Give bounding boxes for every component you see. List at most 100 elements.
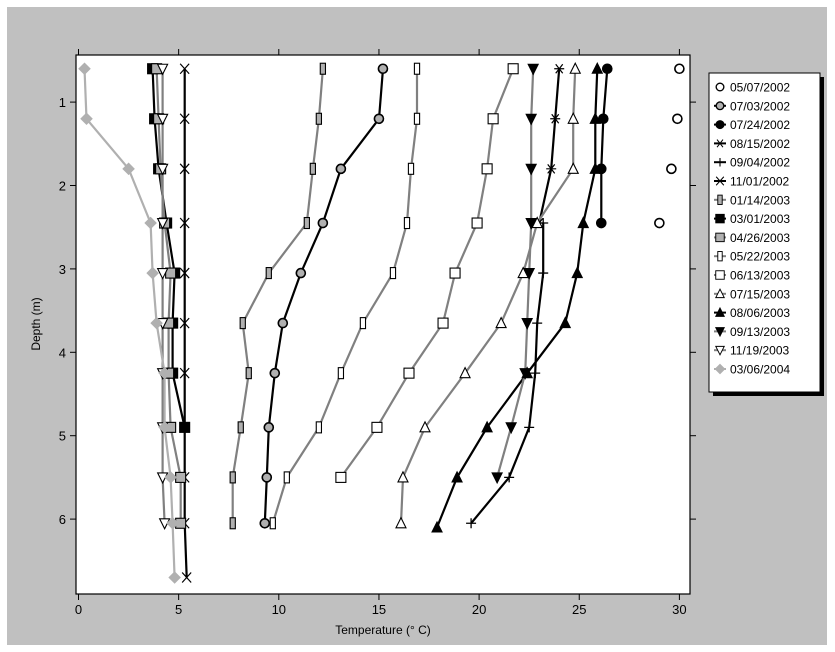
marker-diamond-gray: [164, 471, 177, 484]
marker-shape: [164, 471, 177, 484]
marker-diamond-gray: [168, 571, 181, 584]
marker-shape: [303, 216, 310, 230]
marker-circle-gray: [317, 217, 329, 229]
marker-circle-gray: [335, 163, 347, 175]
marker-diamond-gray: [122, 162, 135, 176]
legend-entry: 07/03/2002: [714, 99, 790, 113]
marker-shape: [532, 318, 543, 329]
marker-shape: [466, 518, 477, 529]
series-line: [435, 68, 599, 528]
x-tick-label: 0: [75, 602, 82, 617]
marker-circle-open: [674, 63, 685, 75]
marker-shape: [179, 217, 190, 229]
marker-shape: [413, 62, 421, 75]
y-tick-label: 5: [59, 429, 66, 444]
series-markers: [78, 62, 685, 584]
marker-shape: [403, 216, 411, 230]
marker-x: [179, 63, 190, 75]
marker-shape: [156, 163, 169, 176]
marker-shape: [395, 516, 407, 529]
marker-rect-open: [403, 216, 411, 230]
marker-shape: [567, 162, 580, 174]
marker-circle-open: [666, 163, 677, 175]
marker-shape: [150, 316, 163, 330]
marker-triangle-open: [495, 316, 508, 329]
marker-shape: [523, 268, 536, 280]
marker-rect-open: [337, 367, 345, 380]
marker-shape: [158, 421, 171, 434]
marker-circle-gray: [259, 517, 271, 529]
marker-rect-gray: [229, 471, 236, 484]
legend-entry: 03/01/2003: [714, 212, 790, 226]
marker-shape: [179, 421, 191, 433]
marker-shape: [337, 367, 345, 380]
marker-circle-gray: [269, 367, 281, 379]
marker-shape: [577, 216, 590, 229]
marker-x: [179, 113, 190, 125]
marker-circle-gray: [295, 267, 307, 279]
marker-shape: [407, 162, 415, 175]
marker-diamond-gray: [158, 366, 171, 380]
marker-rect-gray: [303, 216, 310, 230]
marker-shape: [569, 62, 582, 74]
marker-circle-filled: [595, 217, 607, 229]
marker-shape: [481, 420, 494, 433]
marker-triangle-open: [397, 470, 409, 483]
marker-triangle-down-open: [156, 217, 169, 230]
marker-shape: [571, 266, 584, 279]
marker-x: [179, 163, 190, 175]
marker-triangle-down-filled: [521, 318, 534, 330]
marker-triangle-down-open: [156, 268, 169, 280]
legend-label: 09/04/2002: [730, 156, 790, 170]
marker-shape: [715, 270, 725, 280]
marker-circle-gray: [277, 317, 289, 329]
marker-triangle-down-filled: [519, 368, 532, 380]
marker-circle-open: [715, 82, 725, 92]
marker-shape: [175, 471, 187, 483]
marker-shape: [229, 471, 236, 484]
marker-circle-open: [654, 217, 665, 229]
marker-circle-gray: [373, 113, 385, 125]
marker-triangle-open: [395, 516, 407, 529]
marker-square-filled: [715, 213, 725, 224]
marker-shape: [530, 368, 541, 379]
marker-shape: [714, 306, 726, 317]
legend-label: 01/14/2003: [730, 193, 790, 207]
marker-circle-gray: [261, 472, 273, 483]
marker-shape: [397, 470, 409, 483]
marker-shape: [335, 471, 347, 483]
series-line: [399, 68, 577, 524]
legend: 05/07/2002 07/03/2002 07/24/2002 08/15/2002…: [708, 72, 824, 396]
marker-shape: [239, 317, 246, 330]
marker-square-open: [449, 267, 461, 279]
marker-shape: [181, 572, 192, 583]
marker-shape: [554, 63, 565, 74]
marker-triangle-filled: [559, 316, 572, 329]
marker-shape: [377, 63, 389, 75]
marker-rect-open: [269, 517, 276, 530]
marker-shape: [317, 217, 329, 229]
marker-triangle-down-filled: [714, 327, 726, 338]
marker-triangle-down-filled: [525, 163, 538, 176]
marker-triangle-filled: [714, 306, 726, 317]
marker-shape: [491, 472, 504, 485]
marker-shape: [283, 471, 290, 484]
marker-shape: [717, 251, 723, 262]
legend-entry: 11/01/2002: [714, 175, 789, 189]
marker-shape: [525, 217, 538, 230]
legend-entry: 03/06/2004: [714, 363, 790, 377]
marker-shape: [714, 363, 726, 375]
marker-shape: [122, 162, 135, 176]
axes: 0 5 10 15 20 25 30 1 2 3 4 5 6: [59, 49, 696, 617]
marker-rect-open: [413, 112, 421, 125]
series-line: [538, 68, 561, 224]
marker-shape: [595, 217, 607, 229]
marker-triangle-open: [569, 62, 582, 74]
marker-plus: [538, 268, 549, 279]
marker-shape: [179, 163, 190, 175]
marker-rect-gray: [237, 421, 244, 434]
marker-shape: [507, 63, 519, 75]
x-tick-label: 25: [572, 602, 586, 617]
marker-shape: [315, 112, 323, 125]
legend-entry: 09/04/2002: [714, 156, 790, 170]
